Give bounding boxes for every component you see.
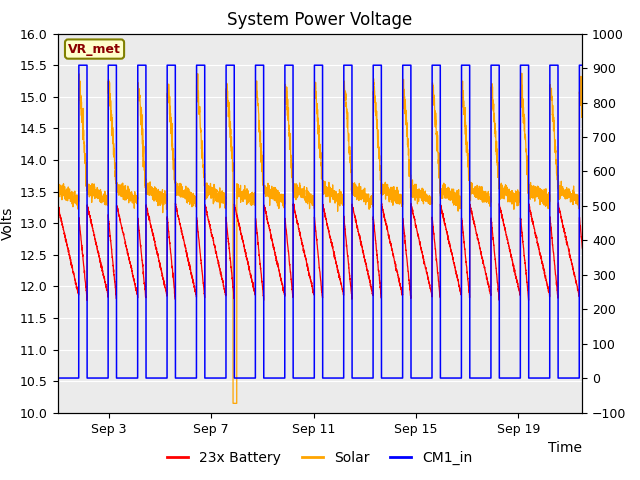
Text: VR_met: VR_met <box>68 43 121 56</box>
Title: System Power Voltage: System Power Voltage <box>227 11 413 29</box>
Legend: 23x Battery, Solar, CM1_in: 23x Battery, Solar, CM1_in <box>162 445 478 471</box>
X-axis label: Time: Time <box>548 441 582 455</box>
Y-axis label: Volts: Volts <box>1 206 15 240</box>
